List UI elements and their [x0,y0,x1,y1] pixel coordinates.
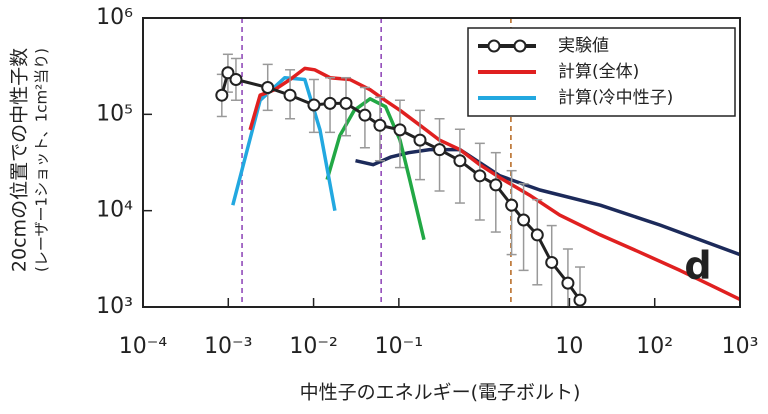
data-point [339,96,353,110]
y-tick-label: 10⁵ [96,101,133,126]
series-line [220,71,582,301]
data-point [393,123,407,137]
data-point [530,228,544,242]
data-point [489,178,503,192]
x-axis-title: 中性子のエネルギー(電子ボルト) [300,382,581,404]
data-point [221,66,235,80]
data-point [229,72,243,86]
data-point [433,143,447,157]
y-tick-label: 10⁴ [96,198,133,223]
data-point [561,276,575,290]
data-point [517,213,531,227]
data-point [261,80,275,94]
legend-label: 実験値 [558,36,609,56]
data-point [373,118,387,132]
x-tick-label: 10³ [722,334,759,359]
data-point [307,98,321,112]
x-tick-label: 10⁻³ [204,334,252,359]
data-point [323,96,337,110]
x-tick-label: 10² [636,334,673,359]
data-point [358,108,372,122]
data-point [413,133,427,147]
legend-label: 計算(冷中性子) [558,88,673,108]
annotation: d [684,244,711,288]
data-point [545,255,559,269]
x-tick-label: 10⁻⁴ [119,334,168,359]
y-tick-label: 10⁶ [96,5,133,30]
series-line [231,75,337,212]
data-point [573,293,587,307]
x-tick-label: 10⁻¹ [375,334,423,359]
x-tick-label: 10 [555,334,583,359]
legend-marker [487,39,501,53]
legend-label: 計算(全体) [558,62,639,82]
data-point [453,154,467,168]
series-line [325,97,426,241]
data-point [505,198,519,212]
y-axis-subtitle: (レーザー1ショット、1cm²当り) [33,48,51,272]
plot-area [215,18,740,307]
plot-frame [142,17,741,308]
legend-marker [513,39,527,53]
data-point [215,88,229,102]
y-tick-label: 10³ [96,294,133,319]
y-axis-title: 20cmの位置での中性子数 [9,48,31,272]
data-point [283,88,297,102]
x-tick-label: 10⁻² [289,334,337,359]
data-point [473,169,487,183]
